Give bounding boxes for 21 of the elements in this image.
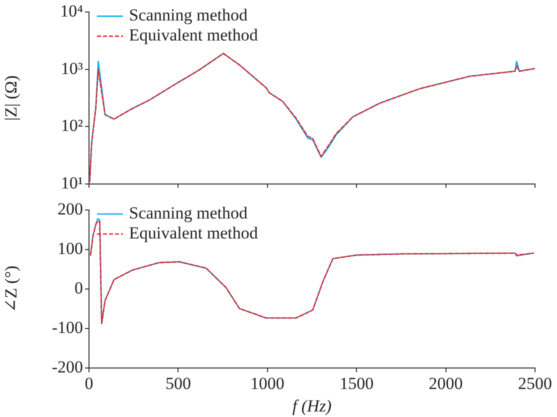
legend-label: Scanning method [129, 6, 248, 25]
legend-label: Equivalent method [129, 26, 258, 45]
y-tick-label: 10³ [60, 58, 83, 78]
y-axis-title: |Z| (Ω) [2, 75, 21, 121]
y-tick-label: -100 [52, 318, 83, 338]
y-axis-title: ∠Z (°) [2, 266, 21, 313]
y-tick-label: 200 [58, 199, 83, 218]
x-tick-label: 1500 [340, 374, 374, 393]
y-tick-label: -200 [52, 358, 83, 377]
y-tick-label: 0 [74, 278, 83, 298]
x-tick-label: 2500 [518, 374, 552, 393]
x-tick-label: 1000 [250, 374, 284, 393]
y-tick-label: 100 [58, 239, 83, 258]
y-tick-label: 10² [60, 116, 83, 136]
legend-label: Scanning method [129, 203, 248, 222]
y-tick-label: 10⁴ [60, 2, 84, 21]
legend-label: Equivalent method [129, 223, 258, 242]
x-tick-label: 2000 [428, 374, 463, 393]
x-axis-title: f (Hz) [292, 396, 332, 416]
x-tick-label: 500 [165, 374, 191, 393]
y-tick-label: 10¹ [60, 173, 83, 192]
